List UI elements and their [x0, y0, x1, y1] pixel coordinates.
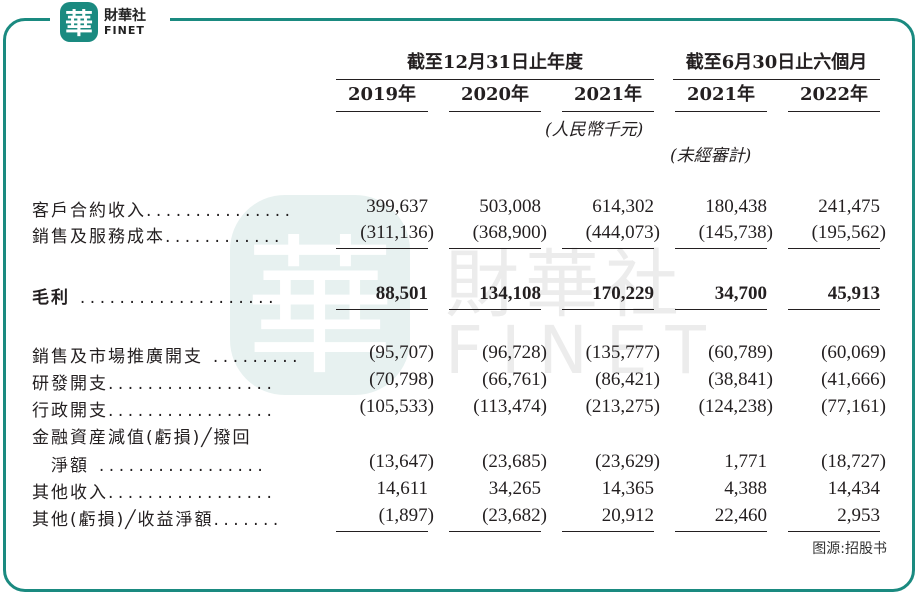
- cell-2020: 134,108: [479, 283, 541, 304]
- cell-2022-h1: (41,666): [821, 369, 886, 390]
- cell-2021: (444,073): [585, 222, 660, 243]
- subtotal-rule: [788, 248, 880, 249]
- cell-2020: (66,761): [482, 369, 547, 390]
- cell-2019: (70,798): [369, 369, 434, 390]
- row-label: 銷售及服務成本............: [32, 227, 284, 247]
- subtotal-rule: [562, 531, 654, 532]
- column-header-2019: 2019年: [336, 80, 428, 112]
- cell-2021-h1: 4,388: [724, 478, 767, 499]
- finet-logo-icon: 華: [60, 2, 98, 42]
- table-row: 行政開支................. (105,533) (113,474…: [0, 396, 921, 422]
- cell-2020: (96,728): [482, 342, 547, 363]
- cell-2020: (23,682): [482, 505, 547, 526]
- column-header-2021: 2021年: [562, 80, 654, 112]
- cell-2020: (23,685): [482, 451, 547, 472]
- subtotal-rule: [562, 248, 654, 249]
- subtotal-rule: [336, 248, 428, 249]
- column-header-2021-h1: 2021年: [675, 80, 767, 112]
- cell-2019: (311,136): [360, 222, 434, 243]
- column-header-2022-h1: 2022年: [788, 80, 880, 112]
- table-row-gross-profit: 毛利 .................... 88,501 134,108 1…: [0, 283, 921, 309]
- content-frame: [3, 18, 915, 592]
- subtotal-rule: [675, 248, 767, 249]
- subtotal-rule: [336, 309, 428, 310]
- cell-2021-h1: (38,841): [708, 369, 773, 390]
- cell-2019: (13,647): [369, 451, 434, 472]
- cell-2021: (135,777): [585, 342, 660, 363]
- row-label: 其他(虧損)╱收益淨額.......: [32, 510, 283, 530]
- column-header-2020: 2020年: [449, 80, 541, 112]
- subtotal-rule: [336, 531, 428, 532]
- cell-2022-h1: (77,161): [821, 396, 886, 417]
- cell-2021-h1: (145,738): [698, 222, 773, 243]
- cell-2019: (1,897): [378, 505, 434, 526]
- cell-2021-h1: 34,700: [714, 283, 767, 304]
- cell-2021: 14,365: [601, 478, 654, 499]
- table-row: 研發開支................. (70,798) (66,761) …: [0, 369, 921, 395]
- table-row: 金融資産減值(虧損)╱撥回: [0, 423, 921, 449]
- cell-2020: (368,900): [472, 222, 547, 243]
- cell-2021: 614,302: [592, 196, 654, 217]
- cell-2022-h1: 2,953: [837, 505, 880, 526]
- cell-2020: (113,474): [473, 396, 547, 417]
- unit-note: (人民幣千元): [545, 120, 644, 140]
- image-source-caption: 图源:招股书: [812, 541, 887, 557]
- group-header-six-months: 截至6月30日止六個月: [673, 48, 880, 80]
- cell-2021-h1: 1,771: [724, 451, 767, 472]
- cell-2021: (213,275): [585, 396, 660, 417]
- table-row: 銷售及市場推廣開支 ......... (95,707) (96,728) (1…: [0, 342, 921, 368]
- watermark-name-en: FINET: [445, 312, 724, 389]
- cell-2022-h1: (18,727): [821, 451, 886, 472]
- cell-2021: 20,912: [601, 505, 654, 526]
- unaudited-note: (未經審計): [670, 146, 752, 166]
- cell-2022-h1: (60,069): [821, 342, 886, 363]
- table-row: 淨額 ................. (13,647) (23,685) (…: [0, 451, 921, 477]
- row-label: 其他收入.................: [32, 483, 277, 503]
- cell-2021-h1: (60,789): [708, 342, 773, 363]
- logo-name-cn: 財華社: [104, 7, 146, 24]
- table-row: 其他(虧損)╱收益淨額....... (1,897) (23,682) 20,9…: [0, 505, 921, 531]
- cell-2022-h1: 14,434: [827, 478, 880, 499]
- cell-2021: (23,629): [595, 451, 660, 472]
- subtotal-rule: [675, 309, 767, 310]
- row-label: 毛利 ....................: [32, 288, 278, 308]
- watermark-logo-icon: 華: [230, 195, 410, 396]
- cell-2022-h1: 45,913: [827, 283, 880, 304]
- group-header-annual: 截至12月31日止年度: [336, 48, 654, 80]
- cell-2021: 170,229: [592, 283, 654, 304]
- row-label: 研發開支.................: [32, 374, 277, 394]
- cell-2022-h1: 241,475: [818, 196, 880, 217]
- cell-2022-h1: (195,562): [811, 222, 886, 243]
- cell-2019: (95,707): [369, 342, 434, 363]
- subtotal-rule: [562, 309, 654, 310]
- subtotal-rule: [449, 309, 541, 310]
- row-label: 客戶合約收入...............: [32, 201, 295, 221]
- logo-name-en: FINET: [104, 23, 145, 37]
- cell-2021-h1: 180,438: [705, 196, 767, 217]
- table-row: 客戶合約收入............... 399,637 503,008 61…: [0, 196, 921, 222]
- subtotal-rule: [449, 248, 541, 249]
- subtotal-rule: [449, 531, 541, 532]
- subtotal-rule: [675, 531, 767, 532]
- cell-2019: (105,533): [359, 396, 434, 417]
- cell-2021-h1: (124,238): [698, 396, 773, 417]
- subtotal-rule: [788, 309, 880, 310]
- row-label: 銷售及市場推廣開支 .........: [32, 347, 303, 367]
- cell-2021-h1: 22,460: [714, 505, 767, 526]
- cell-2019: 14,611: [376, 478, 428, 499]
- cell-2020: 503,008: [479, 196, 541, 217]
- cell-2020: 34,265: [488, 478, 541, 499]
- finet-logo: 華 財華社 FINET: [60, 2, 146, 42]
- row-label: 金融資産減值(虧損)╱撥回: [32, 428, 252, 448]
- cell-2021: (86,421): [595, 369, 660, 390]
- cell-2019: 399,637: [366, 196, 428, 217]
- subtotal-rule: [788, 531, 880, 532]
- row-label: 行政開支.................: [32, 401, 277, 421]
- cell-2019: 88,501: [375, 283, 428, 304]
- table-row: 其他收入................. 14,611 34,265 14,3…: [0, 478, 921, 504]
- row-label: 淨額 .................: [32, 456, 268, 476]
- table-row: 銷售及服務成本............ (311,136) (368,900) …: [0, 222, 921, 248]
